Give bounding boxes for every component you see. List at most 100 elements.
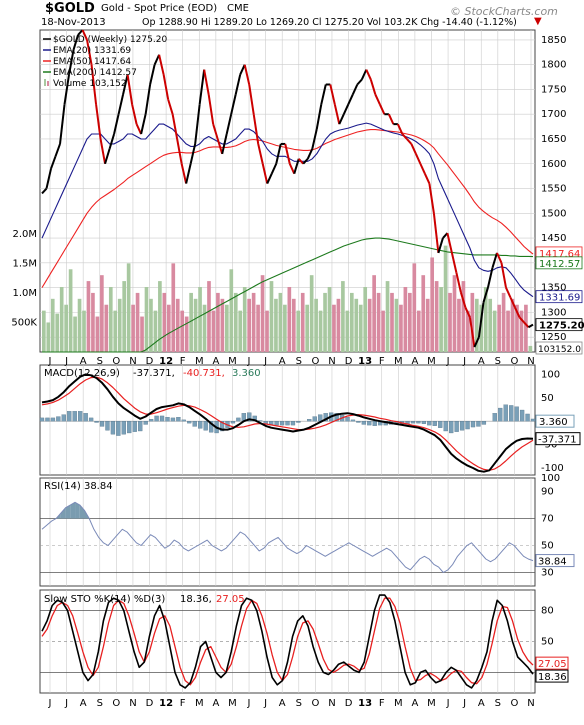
stockcharts-watermark: © StockCharts.com xyxy=(450,5,558,18)
x-tick-label-top: A xyxy=(279,356,286,367)
macd-histogram-bar xyxy=(274,421,279,426)
sto-k-value-label: 18.36 xyxy=(538,672,567,683)
chart-exchange: CME xyxy=(227,3,249,14)
volume-bar xyxy=(305,304,310,352)
x-tick-label-bottom: M xyxy=(427,698,436,709)
price-segment xyxy=(320,84,327,105)
macd-histogram-bar xyxy=(470,421,476,428)
price-segment xyxy=(496,252,503,264)
macd-histogram-bar xyxy=(334,413,339,422)
macd-histogram-bar xyxy=(279,421,285,426)
volume-bar xyxy=(524,304,528,352)
chart-date: 18-Nov-2013 xyxy=(41,17,106,28)
volume-bar xyxy=(296,310,301,352)
price-segment xyxy=(252,114,260,145)
price-segment xyxy=(216,138,224,155)
price-segment xyxy=(293,158,300,174)
price-segment xyxy=(468,317,476,348)
ema200-value-label-box xyxy=(535,256,583,270)
volume-bar xyxy=(135,292,140,352)
volume-tick-label: 2.0M xyxy=(12,229,37,240)
volume-bar xyxy=(100,275,104,352)
x-tick-label-top: M xyxy=(394,356,403,367)
price-segment xyxy=(117,94,125,115)
volume-bar xyxy=(162,292,167,352)
axis-labels: JJJJAASSOONNDD1212FFMMAAMMJJJJAASSOONNDD… xyxy=(11,35,584,709)
macd-histogram-bar xyxy=(481,421,487,425)
rsi-tick-label: 70 xyxy=(541,514,554,525)
price-segment xyxy=(428,183,435,214)
panel-macd xyxy=(39,364,536,476)
x-tick-label-bottom: D xyxy=(146,698,154,709)
x-tick-label-top: M xyxy=(228,356,237,367)
price-tick-label: 1300 xyxy=(541,307,566,318)
macd-histogram-bar xyxy=(350,419,356,422)
macd-histogram-bar xyxy=(519,409,525,422)
price-segment xyxy=(347,93,354,105)
price-segment xyxy=(99,138,107,164)
price-segment xyxy=(171,114,179,140)
macd-histogram-bar xyxy=(219,421,225,432)
x-tick-label-top: O xyxy=(510,356,518,367)
volume-bar xyxy=(180,310,185,352)
price-segment xyxy=(486,267,494,288)
volume-bar xyxy=(113,310,118,352)
volume-tick-label: 500K xyxy=(11,317,37,328)
price-segment xyxy=(298,158,305,165)
rsi-tick-label: 100 xyxy=(541,473,560,484)
sto-d-value-label: 27.05 xyxy=(538,659,567,670)
x-tick-label-bottom: O xyxy=(112,698,120,709)
volume-bar xyxy=(358,304,363,352)
price-segment xyxy=(450,252,458,273)
macd-histogram-bar xyxy=(67,411,72,422)
volume-bar xyxy=(399,304,403,352)
volume-bar xyxy=(73,316,77,352)
price-segment xyxy=(329,84,336,105)
x-tick-label-top: J xyxy=(247,356,251,367)
volume-bar xyxy=(416,310,421,352)
x-tick-label-top: S xyxy=(97,356,103,367)
price-segment xyxy=(315,104,323,130)
macd-value-label: -37.371 xyxy=(538,435,577,446)
price-segment xyxy=(338,113,345,125)
volume-bar xyxy=(287,287,292,352)
price-segment xyxy=(140,113,147,135)
price-segment xyxy=(212,123,219,140)
volume-bar xyxy=(189,292,193,352)
x-tick-label-bottom: S xyxy=(296,698,302,709)
macd-histogram-bar xyxy=(503,404,508,422)
macd-histogram-bar xyxy=(45,417,50,422)
volume-bar xyxy=(363,287,368,352)
x-tick-label-bottom: 13 xyxy=(358,698,372,709)
x-tick-label-top: J xyxy=(64,356,68,367)
macd-histogram-bar xyxy=(312,416,317,422)
volume-bars xyxy=(42,245,533,352)
price-tick-label: 1650 xyxy=(541,134,566,145)
sto-tick-label: 50 xyxy=(541,637,554,648)
x-tick-label-bottom: O xyxy=(311,698,319,709)
volume-bar xyxy=(140,316,144,352)
price-segment xyxy=(514,307,521,318)
macd-histogram-bar xyxy=(132,421,137,432)
volume-bar xyxy=(86,281,91,352)
volume-bar xyxy=(501,292,506,352)
macd-histogram-bar xyxy=(127,421,132,434)
price-segment xyxy=(351,84,359,95)
ema20-value-label: 1331.69 xyxy=(539,293,580,304)
volume-bar xyxy=(104,304,109,352)
volume-bar xyxy=(345,310,350,352)
macd-histogram-bar xyxy=(285,421,290,426)
volume-bar xyxy=(251,292,256,352)
ema50-line xyxy=(41,129,534,288)
volume-bar xyxy=(376,292,381,352)
price-tick-label: 1450 xyxy=(541,233,566,244)
price-segment xyxy=(509,297,516,308)
legend-ema20: EMA(20) 1331.69 xyxy=(53,46,131,56)
price-segment xyxy=(122,74,129,95)
volume-bar xyxy=(515,304,519,352)
price-segment xyxy=(185,163,192,184)
legend-ema200: EMA(200) 1412.57 xyxy=(53,68,137,78)
legend-ema50: EMA(50) 1417.64 xyxy=(53,57,131,67)
volume-bar xyxy=(193,298,198,352)
